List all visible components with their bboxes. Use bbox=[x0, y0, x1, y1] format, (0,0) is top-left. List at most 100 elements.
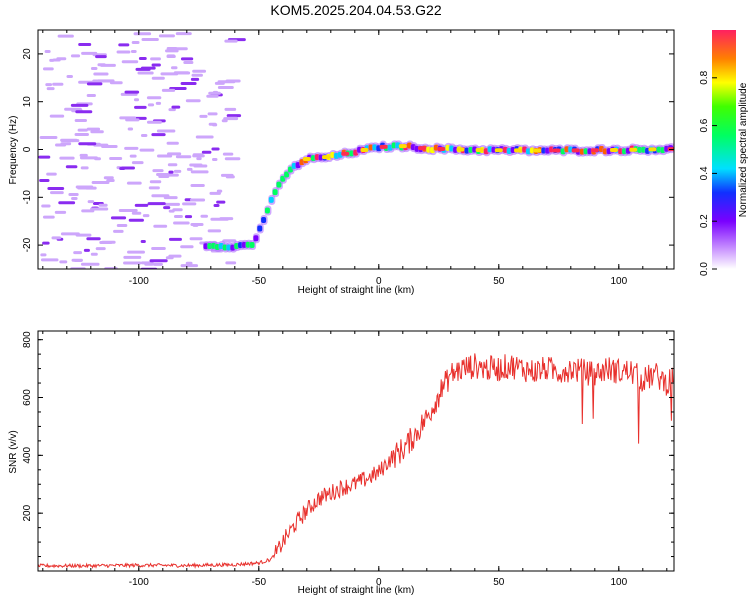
snr-line-group bbox=[38, 353, 674, 569]
noise-cell bbox=[207, 112, 218, 116]
noise-cell bbox=[217, 86, 234, 90]
noise-cell bbox=[144, 262, 154, 266]
noise-cell bbox=[64, 107, 82, 111]
noise-cell bbox=[200, 214, 208, 218]
noise-cell bbox=[95, 55, 107, 59]
noise-cell bbox=[141, 37, 159, 41]
x-tick-label: 0 bbox=[376, 276, 382, 287]
trace-peak bbox=[418, 146, 426, 151]
trace-peak bbox=[629, 147, 638, 152]
noise-cell bbox=[123, 255, 142, 259]
noise-cell bbox=[113, 229, 124, 233]
noise-cell bbox=[38, 155, 51, 159]
noise-cell bbox=[50, 191, 64, 195]
noise-cell bbox=[121, 60, 139, 64]
noise-cell bbox=[166, 141, 179, 145]
noise-cell bbox=[134, 105, 147, 109]
noise-cell bbox=[173, 221, 190, 225]
noise-cell bbox=[150, 57, 161, 61]
noise-cell bbox=[131, 211, 142, 215]
noise-cell bbox=[133, 98, 140, 102]
noise-cell bbox=[66, 74, 73, 78]
noise-cell bbox=[137, 71, 154, 75]
noise-cell bbox=[224, 157, 241, 161]
noise-cell bbox=[90, 130, 104, 134]
colorbar: 0.0 0.2 0.4 0.6 0.8 Normalized spectral ampl… bbox=[699, 30, 749, 276]
y-tick-label: -20 bbox=[22, 237, 33, 252]
noise-cell bbox=[130, 50, 137, 54]
noise-cell bbox=[221, 119, 228, 123]
noise-cell bbox=[147, 103, 155, 107]
noise-cell bbox=[103, 176, 114, 180]
trace-cell bbox=[261, 217, 267, 224]
noise-cell bbox=[94, 157, 101, 161]
noise-cell bbox=[207, 229, 222, 233]
noise-cell bbox=[59, 260, 68, 264]
noise-cell bbox=[183, 61, 194, 65]
noise-cell bbox=[212, 158, 218, 162]
noise-cell bbox=[54, 210, 67, 214]
noise-cell bbox=[190, 77, 200, 81]
noise-cell bbox=[77, 128, 88, 132]
x-tick-label: 100 bbox=[610, 577, 627, 588]
noise-cell bbox=[75, 110, 93, 114]
y-tick-label: 600 bbox=[22, 389, 33, 406]
noise-cell bbox=[171, 66, 178, 70]
x-tick-label: -100 bbox=[129, 276, 149, 287]
spectrogram-x-label: Height of straight line (km) bbox=[298, 285, 415, 296]
noise-cell bbox=[39, 178, 50, 182]
noise-cell bbox=[80, 262, 100, 266]
noise-cell bbox=[180, 57, 194, 61]
y-tick-label: 0 bbox=[22, 146, 33, 152]
noise-cell bbox=[196, 157, 202, 161]
noise-cell bbox=[133, 32, 152, 36]
x-tick-label: 0 bbox=[376, 577, 382, 588]
noise-cell bbox=[167, 163, 178, 167]
noise-cell bbox=[138, 56, 147, 60]
noise-cell bbox=[131, 40, 140, 44]
noise-cell bbox=[140, 239, 146, 243]
noise-cell bbox=[124, 90, 140, 94]
noise-cell bbox=[191, 73, 203, 77]
noise-cell bbox=[158, 175, 170, 179]
noise-cell bbox=[127, 127, 134, 131]
noise-cell bbox=[192, 153, 204, 157]
noise-cell bbox=[222, 239, 237, 243]
noise-cell bbox=[74, 133, 89, 137]
trace-peak bbox=[341, 151, 350, 156]
noise-cell bbox=[79, 156, 98, 160]
noise-cell bbox=[125, 118, 140, 122]
trace-peak bbox=[302, 157, 311, 162]
noise-cell bbox=[59, 156, 75, 160]
noise-cell bbox=[171, 105, 181, 109]
noise-cell bbox=[158, 34, 175, 38]
noise-cell bbox=[222, 152, 234, 156]
noise-cell bbox=[224, 107, 237, 111]
noise-cell bbox=[98, 203, 108, 207]
noise-cell bbox=[146, 120, 162, 124]
noise-cell bbox=[46, 87, 55, 91]
spectrogram-cells bbox=[38, 32, 246, 269]
noise-cell bbox=[163, 206, 171, 210]
noise-cell bbox=[60, 142, 72, 146]
noise-cell bbox=[213, 204, 220, 208]
noise-cell bbox=[101, 240, 116, 244]
trace-peak bbox=[437, 146, 446, 151]
noise-cell bbox=[166, 54, 176, 58]
x-tick-label: -100 bbox=[129, 577, 149, 588]
noise-cell bbox=[157, 154, 173, 158]
noise-cell bbox=[78, 142, 97, 146]
noise-cell bbox=[126, 181, 142, 185]
noise-cell bbox=[164, 202, 180, 206]
snr-x-ticks: -100 -50 0 50 100 bbox=[42, 331, 668, 588]
snr-panel: -100 -50 0 50 100 200 400 600 800 Height of str… bbox=[8, 330, 675, 596]
noise-cell bbox=[189, 237, 203, 241]
noise-cell bbox=[219, 217, 234, 221]
noise-cell bbox=[155, 101, 162, 105]
noise-cell bbox=[185, 99, 201, 103]
noise-cell bbox=[70, 54, 81, 58]
noise-cell bbox=[165, 256, 174, 260]
noise-cell bbox=[152, 262, 163, 266]
noise-cell bbox=[190, 170, 209, 174]
snr-line bbox=[38, 353, 674, 569]
